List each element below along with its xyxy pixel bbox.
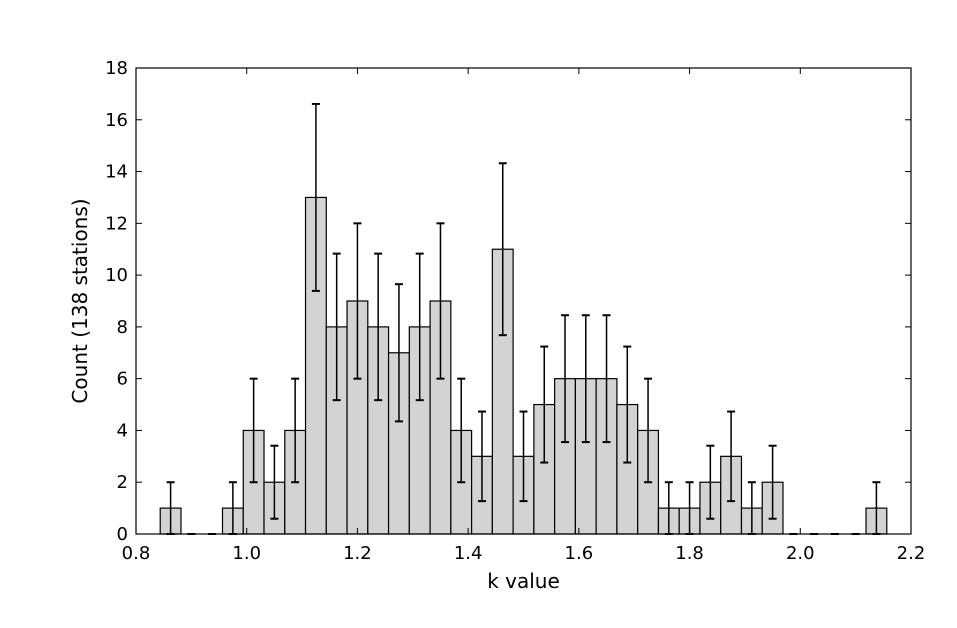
error-bar (602, 314, 611, 444)
x-tick-label: 2.2 (897, 543, 926, 564)
error-bar (561, 314, 570, 444)
error-bar (644, 377, 653, 484)
error-bar (374, 252, 383, 402)
x-tick-label: 1.6 (565, 543, 594, 564)
x-tick-label: 1.4 (454, 543, 483, 564)
x-tick-label: 2.0 (786, 543, 815, 564)
error-bar (436, 222, 445, 380)
error-bar (291, 377, 300, 484)
error-bar (353, 222, 362, 380)
y-tick-label: 6 (117, 369, 128, 390)
error-bar (581, 314, 590, 444)
error-bar (540, 345, 549, 464)
ticks-layer: 0.8 1.0 1.2 1.4 1.6 1.8 2.0 2.2 0 2 4 6 8 10 12 14 16 18 (105, 58, 925, 564)
plot-frame (135, 67, 912, 535)
error-bar (727, 410, 736, 503)
error-bar (498, 162, 507, 337)
error-bar (457, 377, 466, 484)
error-bar (477, 410, 486, 503)
bars-layer (159, 196, 888, 535)
y-tick-label: 16 (105, 110, 128, 131)
error-bar (311, 102, 320, 292)
y-tick-label: 0 (117, 524, 128, 545)
y-tick-label: 8 (117, 317, 128, 338)
error-bar (623, 345, 632, 464)
y-axis-title: Count (138 stations) (68, 198, 92, 403)
y-tick-label: 12 (105, 213, 128, 234)
y-tick-label: 4 (117, 420, 128, 441)
error-bar (394, 283, 403, 423)
y-tick-label: 18 (105, 58, 128, 79)
error-bar (332, 252, 341, 402)
x-tick-label: 1.2 (343, 543, 372, 564)
y-tick-label: 14 (105, 162, 128, 183)
error-bar (249, 377, 258, 484)
x-tick-label: 1.8 (675, 543, 704, 564)
error-bar (270, 444, 279, 520)
x-tick-label: 1.0 (232, 543, 261, 564)
x-axis-title: k value (487, 569, 560, 593)
y-tick-label: 10 (105, 265, 128, 286)
error-bar (519, 410, 528, 503)
y-tick-label: 2 (117, 472, 128, 493)
error-bar (768, 444, 777, 520)
x-tick-label: 0.8 (122, 543, 151, 564)
error-bar (415, 252, 424, 402)
error-bar (706, 444, 715, 520)
error-bars-layer (166, 102, 881, 535)
